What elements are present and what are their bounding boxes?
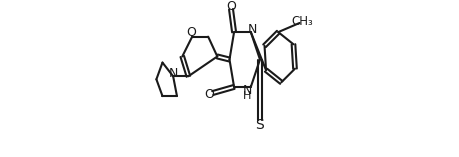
Text: N: N	[168, 67, 178, 80]
Text: O: O	[226, 0, 236, 14]
Text: N: N	[247, 23, 257, 35]
Text: CH₃: CH₃	[291, 15, 313, 28]
Text: O: O	[204, 88, 214, 101]
Text: H: H	[243, 91, 252, 101]
Text: S: S	[256, 118, 264, 132]
Text: O: O	[186, 26, 196, 39]
Text: N: N	[242, 84, 252, 97]
